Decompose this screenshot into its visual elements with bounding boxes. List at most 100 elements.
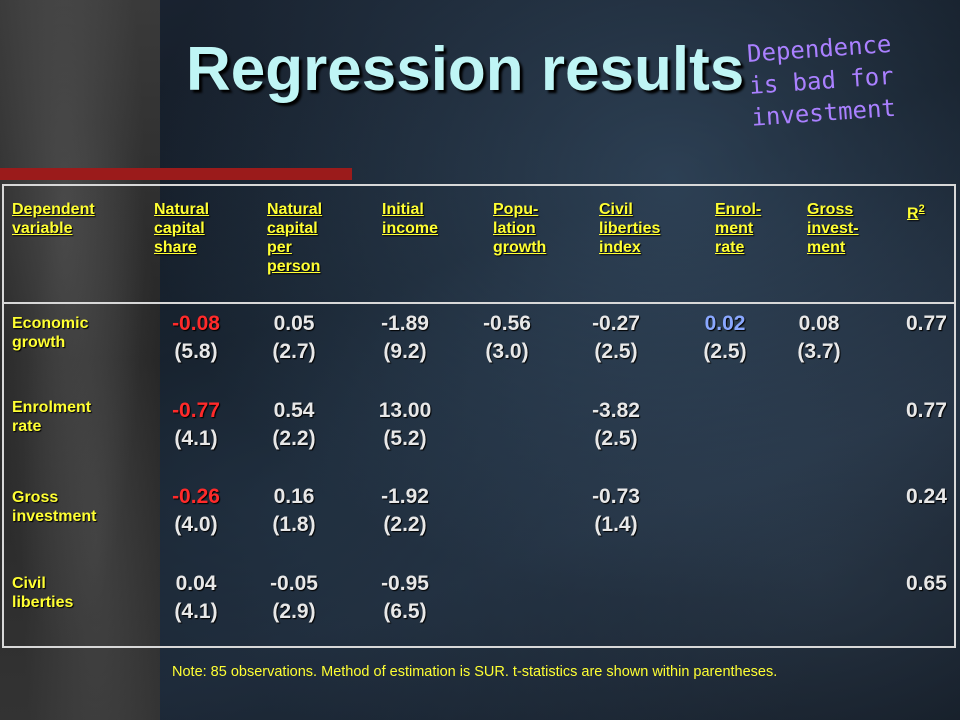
row-label-line: investment <box>12 508 97 525</box>
coefficient-value: 13.00 <box>378 399 432 422</box>
header-line: Popu- <box>493 201 539 218</box>
coefficient-cell: -0.08 (5.8) <box>151 310 241 366</box>
t-statistic: (3.0) <box>485 340 529 363</box>
handwritten-callout: Dependence is bad for investment <box>746 28 897 134</box>
header-line: capital <box>267 220 318 237</box>
coefficient-cell: 0.02 (2.5) <box>680 310 770 366</box>
header-line: growth <box>493 239 547 256</box>
header-col-5: Civil liberties index <box>599 200 660 257</box>
row-label-line: Economic <box>12 315 89 332</box>
coefficient-cell: 0.08 (3.7) <box>774 310 864 366</box>
t-statistic: (2.5) <box>594 340 638 363</box>
coefficient-value: 0.54 <box>273 399 315 422</box>
row-label: Civil liberties <box>12 574 73 612</box>
coefficient-cell: -0.56 (3.0) <box>462 310 552 366</box>
t-statistic: (9.2) <box>383 340 427 363</box>
header-line: Gross <box>807 201 854 218</box>
header-col-3: Initial income <box>382 200 438 238</box>
t-statistic: (5.8) <box>174 340 218 363</box>
coefficient-cell: 13.00 (5.2) <box>360 397 450 453</box>
t-statistic: (4.1) <box>174 600 218 623</box>
coefficient-value: 0.08 <box>798 312 840 335</box>
t-statistic: (4.1) <box>174 427 218 450</box>
row-label: Gross investment <box>12 488 96 526</box>
regression-table: Dependent variable Natural capital share Natu… <box>2 184 956 648</box>
accent-bar <box>0 168 352 180</box>
coefficient-value: -0.77 <box>172 399 220 422</box>
header-line: invest- <box>807 220 859 237</box>
header-line: variable <box>12 220 73 237</box>
header-divider <box>4 302 954 304</box>
t-statistic: (1.4) <box>594 513 638 536</box>
r-squared-value: 0.65 <box>906 572 947 595</box>
header-line: person <box>267 258 321 275</box>
header-col-4: Popu-lation growth <box>493 200 546 257</box>
coefficient-cell: -3.82 (2.5) <box>571 397 661 453</box>
header-line: index <box>599 239 641 256</box>
coefficient-cell: -1.89 (9.2) <box>360 310 450 366</box>
coefficient-cell: -1.92 (2.2) <box>360 483 450 539</box>
coefficient-value: -0.27 <box>592 312 640 335</box>
t-statistic: (2.2) <box>383 513 427 536</box>
r-squared-value: 0.24 <box>906 485 947 508</box>
coefficient-value: -3.82 <box>592 399 640 422</box>
coefficient-cell: -0.73 (1.4) <box>571 483 661 539</box>
header-col-1: Natural capital share <box>154 200 209 257</box>
header-col-2: Natural capital per person <box>267 200 322 276</box>
left-texture-strip <box>0 0 160 720</box>
coefficient-value: 0.05 <box>273 312 315 335</box>
header-line: Enrol- <box>715 201 762 218</box>
r-squared-value: 0.77 <box>906 399 947 422</box>
coefficient-cell: 0.16 (1.8) <box>249 483 339 539</box>
header-line: Civil <box>599 201 633 218</box>
header-col-7: Gross invest-ment <box>807 200 859 257</box>
coefficient-cell: -0.77 (4.1) <box>151 397 241 453</box>
coefficient-cell: 0.05 (2.7) <box>249 310 339 366</box>
row-label: Economic growth <box>12 314 88 352</box>
coefficient-value: 0.04 <box>175 572 217 595</box>
r2-base: R <box>907 205 919 223</box>
r2-superscript: 2 <box>918 203 925 215</box>
t-statistic: (2.5) <box>594 427 638 450</box>
header-line: Natural <box>267 201 323 218</box>
coefficient-cell: -0.05 (2.9) <box>249 570 339 626</box>
t-statistic: (3.7) <box>797 340 841 363</box>
row-label-line: Gross <box>12 489 59 506</box>
header-line: share <box>154 239 197 256</box>
coefficient-cell: -0.95 (6.5) <box>360 570 450 626</box>
header-line: ment <box>807 239 846 256</box>
coefficient-value: -0.95 <box>381 572 429 595</box>
row-label-line: Civil <box>12 575 46 592</box>
coefficient-cell: 0.54 (2.2) <box>249 397 339 453</box>
row-label-line: Enrolment <box>12 399 92 416</box>
header-r-squared: R2 <box>907 200 925 223</box>
coefficient-value: -0.05 <box>270 572 318 595</box>
header-line: ment <box>715 220 754 237</box>
row-label: Enrolment rate <box>12 398 91 436</box>
header-line: Natural <box>154 201 210 218</box>
slide-title: Regression results <box>186 35 745 104</box>
coefficient-value: -0.26 <box>172 485 220 508</box>
header-line: lation <box>493 220 536 237</box>
t-statistic: (2.9) <box>272 600 316 623</box>
coefficient-cell: 0.04 (4.1) <box>151 570 241 626</box>
t-statistic: (2.2) <box>272 427 316 450</box>
coefficient-value: -0.56 <box>483 312 531 335</box>
t-statistic: (2.7) <box>272 340 316 363</box>
coefficient-cell: -0.26 (4.0) <box>151 483 241 539</box>
coefficient-value: -1.92 <box>381 485 429 508</box>
coefficient-value: 0.02 <box>704 312 746 335</box>
header-line: income <box>382 220 439 237</box>
header-line: Dependent <box>12 201 95 218</box>
header-dependent-variable: Dependent variable <box>12 200 95 238</box>
coefficient-value: -1.89 <box>381 312 429 335</box>
t-statistic: (6.5) <box>383 600 427 623</box>
coefficient-cell: -0.27 (2.5) <box>571 310 661 366</box>
t-statistic: (4.0) <box>174 513 218 536</box>
header-line: rate <box>715 239 745 256</box>
row-label-line: growth <box>12 334 66 351</box>
header-line: per <box>267 239 292 256</box>
row-label-line: rate <box>12 418 42 435</box>
coefficient-value: -0.08 <box>172 312 220 335</box>
header-line: liberties <box>599 220 661 237</box>
